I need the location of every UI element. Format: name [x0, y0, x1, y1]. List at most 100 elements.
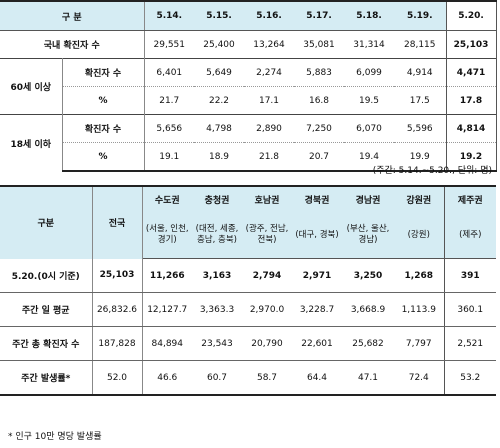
region-header-row: 구분 전국 수도권 충청권 호남권 경북권 경남권 강원권 제주권 — [0, 185, 496, 259]
cell: 23,543 — [192, 326, 242, 361]
cell: 47.1 — [342, 360, 394, 396]
header-date: 5.18. — [344, 0, 395, 31]
cell: 2,970.0 — [242, 292, 292, 327]
cell: 5,649 — [194, 58, 245, 87]
cell: 4,798 — [194, 114, 245, 143]
header-subregion: (제주) — [443, 212, 496, 259]
region-row-weekly-total: 주간 총 확진자 수 187,828 84,894 23,543 20,790 … — [0, 326, 496, 361]
cell: 31,314 — [353, 39, 385, 50]
group-label: 18세 이하 — [0, 114, 63, 171]
over60-count-row: 60세 이상 확진자 수 6,401 5,649 2,274 5,883 6,0… — [0, 58, 497, 115]
cell: 5,883 — [294, 58, 345, 87]
region-row-daily-avg: 주간 일 평균 26,832.6 12,127.7 3,363.3 2,970.… — [0, 292, 496, 327]
row-label: 주간 일 평균 — [0, 292, 93, 327]
subregion-header-row: (서울, 인천, 경기) (대전, 세종, 충남, 충북) (광주, 전남, 전… — [0, 212, 496, 259]
cell: 2,971 — [292, 258, 342, 293]
header-national: 전국 — [92, 185, 143, 259]
header-subregion: (광주, 전남, 전북) — [242, 212, 292, 259]
cell: 19.9 — [394, 142, 447, 172]
regional-cases-table: 구분 전국 수도권 충청권 호남권 경북권 경남권 강원권 제주권 (서울, 인… — [0, 185, 496, 396]
row-label: 주간 발생률* — [0, 360, 93, 396]
header-region: 강원권 — [394, 185, 444, 212]
cell: 1,268 — [394, 258, 444, 293]
cell: 35,081 — [303, 39, 335, 50]
row-label: 주간 총 확진자 수 — [0, 326, 93, 361]
unit-note: (주간: 5.14.~5.20., 단위: 명) — [372, 166, 492, 176]
header-region: 수도권 — [142, 185, 192, 212]
cell: 17.1 — [244, 86, 295, 115]
cell: 3,163 — [192, 258, 242, 293]
cell: 18.9 — [194, 142, 245, 172]
cell: 29,551 — [153, 39, 186, 50]
cell: 19.4 — [344, 142, 395, 172]
cell: 21.8 — [244, 142, 295, 172]
header-subregion: (부산, 울산, 경남) — [342, 212, 394, 259]
cell: 20,790 — [242, 326, 292, 361]
cell: 1,113.9 — [394, 292, 444, 327]
row-label: 확진자 수 — [62, 58, 145, 87]
cell: 58.7 — [242, 360, 292, 396]
cell: 5,596 — [394, 114, 447, 143]
over60-pct-row: % 21.7 22.2 17.1 16.8 19.5 17.5 17.8 — [0, 86, 497, 115]
cell: 25,103 — [92, 258, 143, 293]
cell: 187,828 — [92, 326, 143, 361]
region-row-incidence: 주간 발생률* 52.0 46.6 60.7 58.7 64.4 47.1 72… — [0, 360, 496, 396]
cell: 3,228.7 — [292, 292, 342, 327]
cell: 28,115 — [404, 39, 436, 50]
cell: 46.6 — [142, 360, 192, 396]
cell: 64.4 — [292, 360, 342, 396]
header-subregion: (서울, 인천, 경기) — [142, 212, 192, 259]
cell: 2,890 — [244, 114, 295, 143]
cell: 2,274 — [244, 58, 295, 87]
cell: 3,668.9 — [342, 292, 394, 327]
cell: 21.7 — [144, 86, 195, 115]
cell: 19.1 — [144, 142, 195, 172]
header-date: 5.16. — [244, 0, 295, 31]
cell: 19.5 — [344, 86, 395, 115]
cell: 3,250 — [342, 258, 394, 293]
cell: 16.8 — [294, 86, 345, 115]
header-region: 제주권 — [443, 185, 496, 212]
cell: 4,914 — [394, 58, 447, 87]
header-subregion: (대구, 경북) — [292, 212, 342, 259]
cell: 22,601 — [292, 326, 342, 361]
header-corner: 구분 — [0, 185, 93, 259]
cell: 22.2 — [194, 86, 245, 115]
under18-pct-row: % 19.1 18.9 21.8 20.7 19.4 19.9 19.2 — [0, 142, 497, 172]
cell: 26,832.6 — [92, 292, 143, 327]
cell: 60.7 — [192, 360, 242, 396]
cell: 52.0 — [92, 360, 143, 396]
cell: 84,894 — [142, 326, 192, 361]
header-region: 충청권 — [192, 185, 242, 212]
cell: 391 — [443, 258, 496, 293]
cell: 17.8 — [445, 86, 497, 115]
row-label: 5.20.(0시 기준) — [0, 258, 93, 293]
cell: 25,400 — [203, 39, 235, 50]
header-date: 5.19. — [394, 0, 447, 31]
cell: 25,103 — [445, 30, 497, 59]
under18-count-row: 18세 이하 확진자 수 5,656 4,798 2,890 7,250 6,0… — [0, 114, 497, 171]
header-date: 5.14. — [144, 0, 195, 31]
cell: 360.1 — [443, 292, 496, 327]
row-label: 국내 확진자 수 — [0, 30, 145, 59]
cell: 4,471 — [445, 58, 497, 87]
cell: 53.2 — [443, 360, 496, 396]
cell: 11,266 — [142, 258, 192, 293]
cell: 17.5 — [394, 86, 447, 115]
cell: 7,250 — [294, 114, 345, 143]
cell: 12,127.7 — [142, 292, 192, 327]
header-region: 경북권 — [292, 185, 342, 212]
cell: 6,070 — [344, 114, 395, 143]
cell: 13,264 — [253, 39, 285, 50]
row-label: 확진자 수 — [62, 114, 145, 143]
header-subregion: (강원) — [394, 212, 444, 259]
cell: 20.7 — [294, 142, 345, 172]
daily-cases-table: 구 분 5.14. 5.15. 5.16. 5.17. 5.18. 5.19. … — [0, 0, 497, 172]
region-row-today: 5.20.(0시 기준) 25,103 11,266 3,163 2,794 2… — [0, 258, 496, 293]
header-region: 호남권 — [242, 185, 292, 212]
row-label: % — [62, 86, 145, 115]
cell: 2,521 — [443, 326, 496, 361]
cell: 25,682 — [342, 326, 394, 361]
header-date: 5.17. — [294, 0, 345, 31]
cell: 5,656 — [144, 114, 195, 143]
